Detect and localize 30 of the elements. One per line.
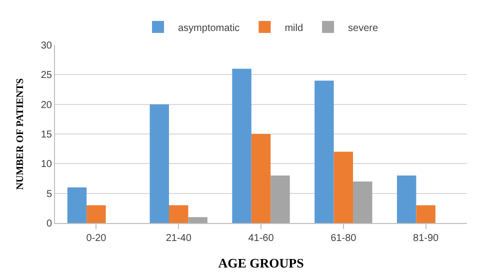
bar	[232, 68, 252, 223]
bar	[168, 205, 188, 223]
legend-label: asymptomatic	[178, 22, 240, 34]
x-tick-label: 21-40	[166, 233, 192, 244]
bar	[67, 187, 87, 223]
bar	[314, 80, 334, 223]
bar	[334, 152, 354, 223]
legend-label: severe	[348, 22, 378, 34]
bar	[86, 205, 106, 223]
y-tick-label: 0	[46, 218, 52, 230]
legend-label: mild	[284, 22, 304, 34]
y-tick-label: 25	[40, 70, 52, 82]
bar	[150, 104, 169, 223]
y-axis-title: NUMBER OF PATIENTS	[14, 78, 26, 190]
x-tick-label: 61-80	[330, 233, 357, 244]
y-tick-label: 10	[40, 159, 52, 170]
bar	[270, 176, 290, 223]
bar	[251, 134, 271, 223]
y-tick-label: 30	[40, 40, 52, 52]
x-tick-label: 41-60	[248, 233, 274, 244]
x-axis-title: AGE GROUPS	[218, 256, 304, 271]
y-tick-label: 15	[40, 130, 52, 140]
y-tick-label: 20	[40, 100, 52, 111]
y-tick-label: 5	[46, 188, 52, 200]
bar	[353, 181, 372, 223]
x-tick-label: 0-20	[86, 233, 107, 244]
bar	[396, 176, 416, 223]
bar	[188, 217, 208, 223]
x-tick-label: 81-90	[413, 233, 440, 244]
bar	[416, 205, 436, 223]
